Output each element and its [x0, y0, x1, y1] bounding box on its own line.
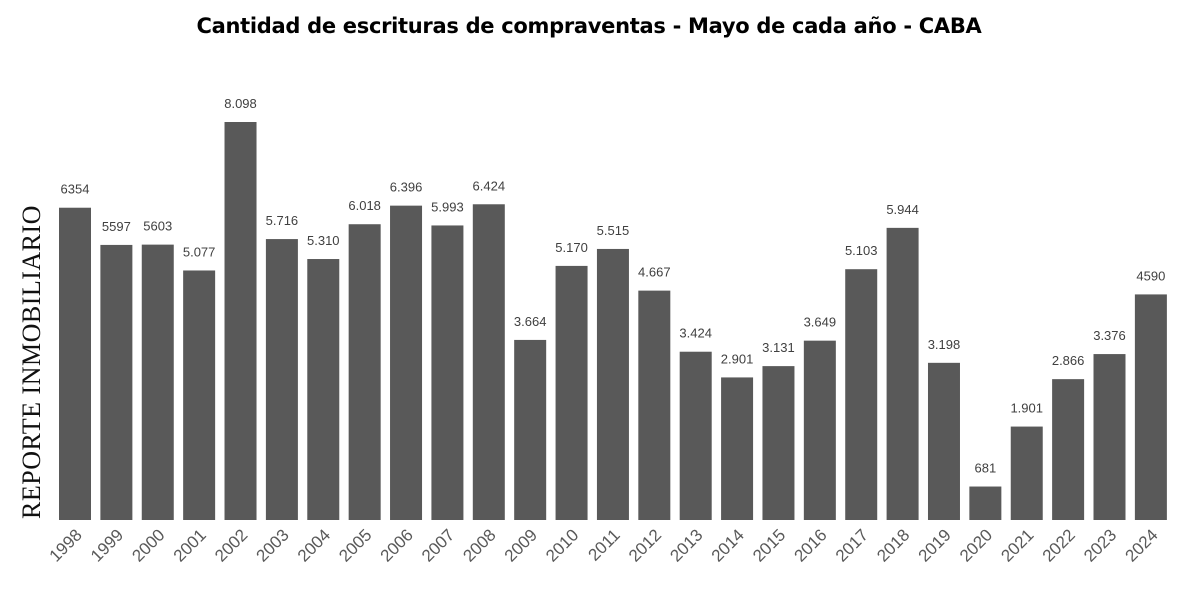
- bar-2006: [390, 205, 423, 521]
- bar-2024: [1134, 294, 1167, 520]
- data-label-2010: 5.170: [555, 240, 588, 255]
- data-label-2015: 3.131: [762, 340, 795, 355]
- bar-2012: [638, 290, 671, 520]
- x-tick-label: 1998: [46, 525, 86, 565]
- data-label-2013: 3.424: [679, 326, 712, 341]
- x-tick-label: 2020: [956, 525, 996, 565]
- x-tick-label: 2001: [170, 525, 210, 565]
- bar-2002: [224, 122, 257, 520]
- bar-2021: [1010, 426, 1043, 520]
- data-label-1998: 6354: [61, 182, 90, 197]
- x-tick-label: 2009: [501, 525, 541, 565]
- x-tick-label: 2011: [584, 525, 623, 564]
- bar-2001: [183, 270, 216, 520]
- bar-2014: [721, 377, 754, 520]
- bar-2003: [265, 239, 298, 521]
- x-tick-label: 2019: [915, 525, 955, 565]
- x-tick-label: 1999: [87, 525, 127, 565]
- bar-1999: [100, 244, 133, 520]
- bar-2004: [307, 259, 340, 520]
- x-tick-label: 2000: [128, 525, 168, 565]
- bar-2011: [596, 248, 629, 520]
- data-label-2022: 2.866: [1052, 353, 1085, 368]
- bar-2017: [845, 269, 878, 520]
- data-label-2009: 3.664: [514, 314, 547, 329]
- bar-2013: [679, 351, 712, 520]
- data-label-2023: 3.376: [1093, 328, 1126, 343]
- x-tick-label: 2016: [790, 525, 830, 565]
- bar-2007: [431, 225, 464, 520]
- x-tick-label: 2003: [253, 525, 293, 565]
- bar-2019: [927, 362, 960, 520]
- x-tick-label: 2022: [1039, 525, 1079, 565]
- data-label-2020: 681: [975, 461, 997, 476]
- x-tick-label: 2014: [708, 525, 748, 565]
- data-label-2007: 5.993: [431, 199, 464, 214]
- data-label-2014: 2.901: [721, 351, 754, 366]
- x-tick-label: 2007: [418, 525, 458, 565]
- data-label-2018: 5.944: [886, 202, 919, 217]
- chart-title: Cantidad de escrituras de compraventas -…: [196, 14, 982, 38]
- data-label-2003: 5.716: [266, 213, 299, 228]
- data-label-2002: 8.098: [224, 96, 257, 111]
- x-tick-label: 2004: [294, 525, 334, 565]
- bar-2016: [803, 340, 836, 520]
- bar-2018: [886, 227, 919, 520]
- x-tick-label: 2008: [459, 525, 499, 565]
- data-label-2024: 4590: [1136, 268, 1165, 283]
- bar-2000: [141, 244, 174, 521]
- bar-2008: [472, 204, 505, 520]
- data-label-2005: 6.018: [348, 198, 381, 213]
- bar-2015: [762, 366, 795, 520]
- x-tick-label: 2021: [997, 525, 1037, 565]
- data-label-2016: 3.649: [804, 315, 837, 330]
- x-tick-label: 2017: [832, 525, 872, 565]
- x-tick-label: 2023: [1080, 525, 1120, 565]
- bar-2010: [555, 265, 588, 520]
- x-tick-label: 2018: [873, 525, 913, 565]
- data-label-1999: 5597: [102, 219, 131, 234]
- x-tick-label: 2006: [377, 525, 417, 565]
- bar-2022: [1052, 379, 1085, 520]
- x-tick-label: 2005: [335, 525, 375, 565]
- data-label-2008: 6.424: [473, 178, 506, 193]
- data-label-2017: 5.103: [845, 243, 878, 258]
- data-label-2011: 5.515: [597, 223, 630, 238]
- data-label-2001: 5.077: [183, 244, 216, 259]
- data-label-2019: 3.198: [928, 337, 961, 352]
- x-tick-label: 2002: [211, 525, 251, 565]
- data-label-2021: 1.901: [1010, 401, 1043, 416]
- bar-2023: [1093, 354, 1126, 520]
- data-label-2004: 5.310: [307, 233, 340, 248]
- x-tick-label: 2010: [542, 525, 582, 565]
- bar-2005: [348, 224, 381, 520]
- x-tick-label: 2013: [666, 525, 706, 565]
- x-tick-label: 2015: [749, 525, 789, 565]
- bar-1998: [59, 207, 91, 521]
- data-label-2000: 5603: [143, 219, 172, 234]
- data-label-2006: 6.396: [390, 180, 423, 195]
- bar-2020: [969, 486, 1002, 520]
- data-label-2012: 4.667: [638, 265, 671, 280]
- bar-2009: [514, 339, 547, 520]
- x-tick-label: 2012: [625, 525, 665, 565]
- x-tick-label: 2024: [1122, 525, 1162, 565]
